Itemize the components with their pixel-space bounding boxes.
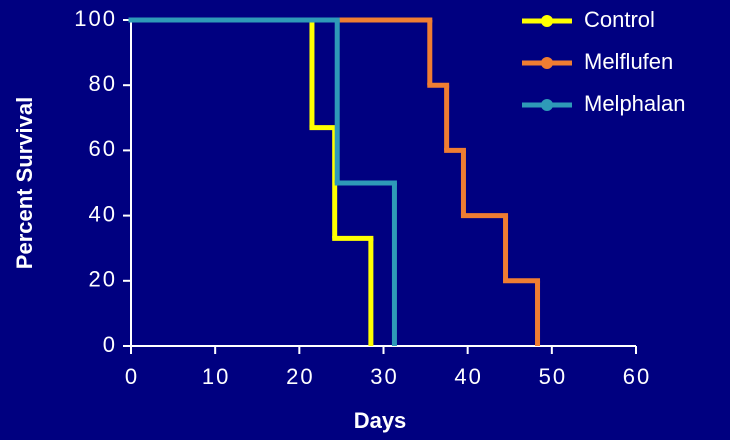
y-tick-label: 40 <box>89 201 117 226</box>
x-tick-label: 60 <box>623 364 651 389</box>
legend-label: Control <box>584 7 655 32</box>
y-tick-label: 0 <box>103 332 117 357</box>
x-tick-label: 40 <box>454 364 482 389</box>
x-tick-label: 50 <box>539 364 567 389</box>
x-axis-label: Days <box>354 408 407 433</box>
legend-marker <box>541 99 553 111</box>
legend-marker <box>541 57 553 69</box>
y-tick-label: 100 <box>74 6 117 31</box>
legend-label: Melflufen <box>584 49 673 74</box>
x-tick-label: 30 <box>370 364 398 389</box>
x-tick-label: 0 <box>125 364 139 389</box>
y-tick-label: 60 <box>89 136 117 161</box>
y-tick-label: 20 <box>89 267 117 292</box>
x-tick-label: 10 <box>202 364 230 389</box>
legend-marker <box>541 15 553 27</box>
y-tick-label: 80 <box>89 71 117 96</box>
y-axis-label: Percent Survival <box>12 97 37 269</box>
x-tick-label: 20 <box>286 364 314 389</box>
legend-label: Melphalan <box>584 91 686 116</box>
